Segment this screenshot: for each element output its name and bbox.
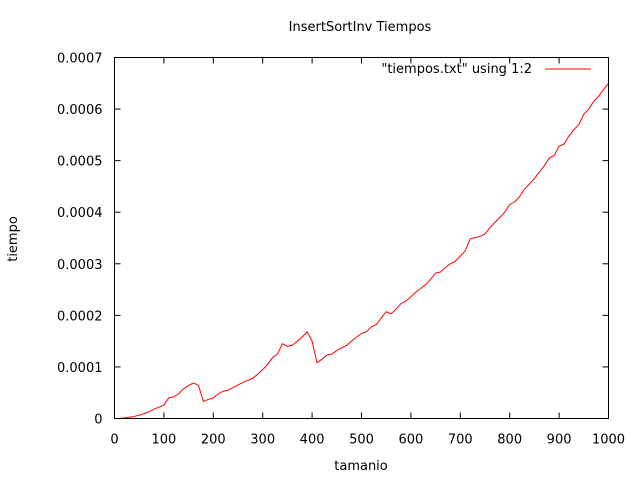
- legend-label: "tiempos.txt" using 1:2: [381, 62, 532, 77]
- x-tick-label: 800: [497, 433, 522, 448]
- y-axis: 0 0.0001 0.0002 0.0003 0.0004 0.0005 0.0006 0.0…: [57, 52, 609, 428]
- legend: "tiempos.txt" using 1:2: [381, 62, 591, 77]
- x-axis-label: tamanio: [334, 459, 388, 474]
- y-tick-label: 0.0002: [57, 309, 103, 324]
- x-tick-label: 100: [151, 433, 176, 448]
- y-tick-label: 0.0003: [57, 258, 103, 273]
- x-tick-label: 200: [201, 433, 226, 448]
- x-tick-label: 1000: [592, 433, 625, 448]
- series-line: [119, 82, 609, 419]
- y-tick-label: 0.0007: [57, 52, 103, 67]
- x-tick-label: 900: [547, 433, 572, 448]
- x-tick-label: 700: [448, 433, 473, 448]
- y-tick-label: 0.0006: [57, 103, 103, 118]
- x-tick-label: 600: [398, 433, 423, 448]
- x-tick-label: 400: [300, 433, 325, 448]
- y-tick-label: 0.0001: [57, 361, 103, 376]
- x-tick-label: 300: [250, 433, 275, 448]
- y-tick-label: 0.0005: [57, 155, 103, 170]
- y-tick-label: 0.0004: [57, 206, 103, 221]
- x-tick-label: 0: [110, 433, 118, 448]
- plot-border: [114, 57, 609, 419]
- chart-title: InsertSortInv Tiempos: [289, 20, 432, 35]
- x-tick-label: 500: [349, 433, 374, 448]
- x-axis: 0 100 200 300 400 500 600 700 800 900 1000: [110, 57, 625, 448]
- y-tick-label: 0: [94, 413, 102, 428]
- y-axis-label: tiempo: [6, 216, 21, 262]
